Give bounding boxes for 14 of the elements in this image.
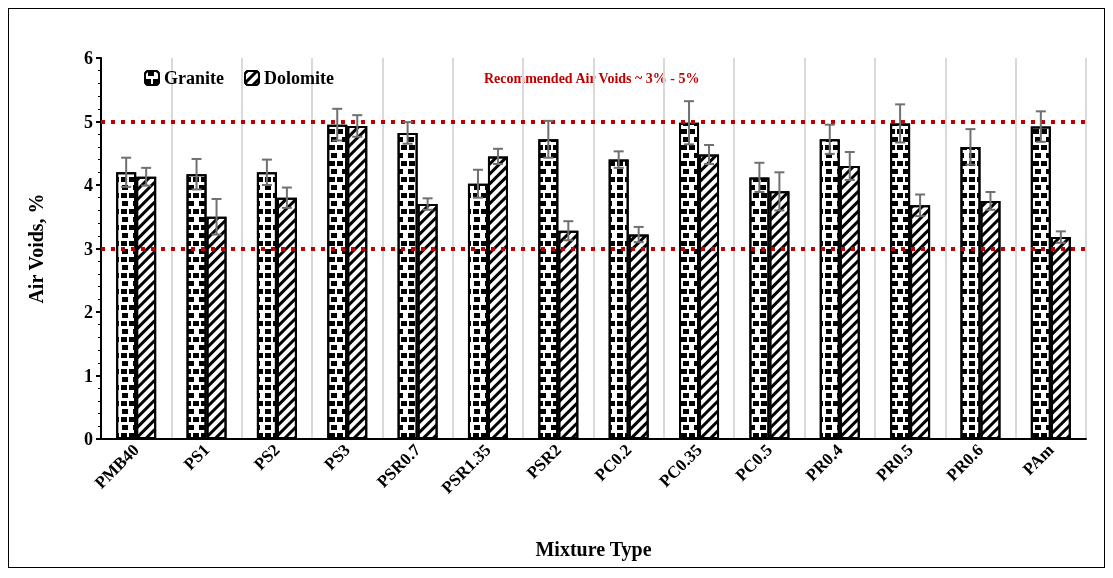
y-tick-label: 3 xyxy=(84,238,93,259)
x-tick-label: PS2 xyxy=(250,440,284,474)
x-tick-label: PS1 xyxy=(179,440,214,474)
legend-label: Dolomite xyxy=(263,68,334,88)
y-tick-label: 1 xyxy=(84,365,93,386)
y-tick-label: 0 xyxy=(84,429,93,449)
y-tick-label: 6 xyxy=(84,48,93,68)
y-axis-title: Air Voids, % xyxy=(25,193,47,304)
y-tick-label: 5 xyxy=(84,111,93,132)
x-tick-label: PS3 xyxy=(320,440,354,474)
x-axis-title: Mixture Type xyxy=(535,538,652,561)
y-tick-label: 2 xyxy=(84,302,93,322)
y-tick-label: 4 xyxy=(84,175,93,195)
legend-label: Granite xyxy=(164,68,224,88)
